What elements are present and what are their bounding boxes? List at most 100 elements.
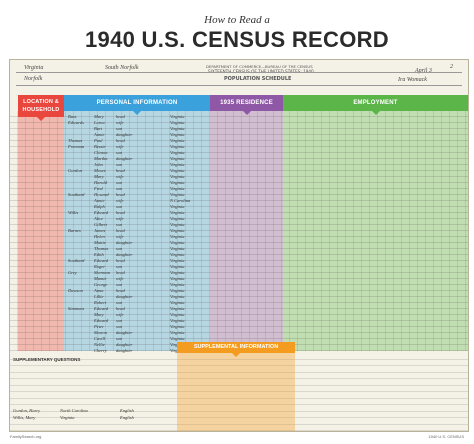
row-relation: daughter — [116, 294, 133, 299]
row-birthplace: Virginia — [170, 246, 185, 251]
row-given-name: Cavill — [94, 336, 105, 341]
footer-caption: 1940 U.S. CENSUS — [428, 434, 464, 439]
row-surname: Freeman — [68, 144, 85, 149]
record-grid — [10, 111, 468, 351]
row-birthplace: Virginia — [170, 168, 185, 173]
row-given-name: Clinton — [94, 150, 108, 155]
row-given-name: Burt — [94, 126, 103, 131]
row-birthplace: Virginia — [170, 234, 185, 239]
supplemental-column — [177, 353, 295, 431]
row-surname: Simmons — [68, 306, 85, 311]
row-given-name: Edward — [94, 306, 109, 311]
row-birthplace: Virginia — [170, 114, 185, 119]
row-given-name: Sherman — [94, 270, 110, 275]
row-relation: son — [116, 180, 123, 185]
row-given-name: Mary — [94, 174, 104, 179]
row-birthplace: Virginia — [170, 330, 185, 335]
row-birthplace: Virginia — [170, 162, 185, 167]
row-given-name: Thomas — [94, 246, 109, 251]
incorporated-place-value: South Norfolk — [105, 65, 139, 71]
arrow-icon — [133, 111, 141, 115]
row-relation: daughter — [116, 342, 133, 347]
row-birthplace: Virginia — [170, 156, 185, 161]
row-relation: head — [116, 288, 125, 293]
census-sheet: DEPARTMENT OF COMMERCE—BUREAU OF THE CEN… — [9, 59, 469, 432]
row-given-name: Mary — [94, 114, 104, 119]
row-given-name: Howard — [94, 192, 109, 197]
row-relation: wife — [116, 234, 124, 239]
row-birthplace: Virginia — [170, 186, 185, 191]
row-relation: son — [116, 336, 123, 341]
row-relation: son — [116, 318, 123, 323]
location-column — [18, 111, 64, 351]
row-birthplace: Virginia — [170, 216, 185, 221]
row-surname: Bass — [68, 114, 77, 119]
census-heading: SIXTEENTH CENSUS OF THE UNITED STATES: 1… — [208, 69, 314, 74]
row-surname: Barnes — [68, 228, 81, 233]
row-given-name: Gilbert — [94, 222, 107, 227]
row-relation: son — [116, 300, 123, 305]
location-band: LOCATION & HOUSEHOLD — [18, 95, 64, 121]
row-birthplace: Virginia — [170, 276, 185, 281]
row-relation: daughter — [116, 156, 133, 161]
row-birthplace: Virginia — [170, 240, 185, 245]
personal-label: PERSONAL INFORMATION — [96, 100, 178, 106]
row-birthplace: Virginia — [170, 138, 185, 143]
row-birthplace: Virginia — [170, 192, 185, 197]
row-birthplace: Virginia — [170, 150, 185, 155]
row-relation: son — [116, 324, 123, 329]
personal-column — [64, 111, 210, 351]
row-given-name: Mattie — [94, 240, 106, 245]
row-birthplace: Virginia — [170, 132, 185, 137]
row-given-name: Lorea — [94, 120, 105, 125]
row-relation: son — [116, 282, 123, 287]
row-birthplace: Virginia — [170, 264, 185, 269]
header-rule — [16, 72, 462, 73]
row-birthplace: Virginia — [170, 300, 185, 305]
row-birthplace: Virginia — [170, 306, 185, 311]
row-relation: son — [116, 150, 123, 155]
supp-row-name: Willis, Mary — [13, 415, 36, 420]
row-relation: head — [116, 168, 125, 173]
row-surname: Grey — [68, 270, 77, 275]
row-given-name: Cherry — [94, 348, 107, 353]
county-value: Norfolk — [24, 76, 43, 82]
footer-source: FamilySearch.org — [10, 434, 42, 439]
row-given-name: Nellie — [94, 342, 105, 347]
row-relation: son — [116, 162, 123, 167]
row-surname: Dawson — [68, 288, 83, 293]
row-relation: daughter — [116, 240, 133, 245]
supp-row-birthplace: North Carolina — [60, 408, 88, 413]
row-surname: Thomas — [68, 138, 83, 143]
row-given-name: Paul — [94, 138, 103, 143]
row-relation: wife — [116, 312, 124, 317]
row-relation: son — [116, 246, 123, 251]
row-surname: Willis — [68, 210, 79, 215]
row-given-name: Sharon — [94, 330, 107, 335]
row-given-name: Bessie — [94, 144, 106, 149]
row-given-name: Ralph — [94, 204, 105, 209]
row-relation: wife — [116, 276, 124, 281]
row-birthplace: Virginia — [170, 180, 185, 185]
row-given-name: Edward — [94, 258, 109, 263]
row-relation: head — [116, 210, 125, 215]
sheet-number: 2 — [450, 64, 453, 70]
row-relation: son — [116, 264, 123, 269]
row-relation: wife — [116, 174, 124, 179]
row-birthplace: Virginia — [170, 144, 185, 149]
row-relation: wife — [116, 120, 124, 125]
row-birthplace: Virginia — [170, 294, 185, 299]
row-relation: son — [116, 204, 123, 209]
row-birthplace: Virginia — [170, 270, 185, 275]
row-relation: daughter — [116, 330, 133, 335]
supp-row-birthplace: Virginia — [60, 415, 75, 420]
supplemental-band: SUPPLEMENTAL INFORMATION — [177, 342, 295, 357]
row-relation: head — [116, 270, 125, 275]
employment-band: EMPLOYMENT — [283, 95, 468, 115]
enumerator-value: Ira Womack — [398, 77, 427, 83]
row-surname: Gordon — [68, 168, 82, 173]
row-relation: head — [116, 228, 125, 233]
schedule-heading: POPULATION SCHEDULE — [224, 76, 292, 82]
row-relation: head — [116, 258, 125, 263]
row-relation: head — [116, 114, 125, 119]
